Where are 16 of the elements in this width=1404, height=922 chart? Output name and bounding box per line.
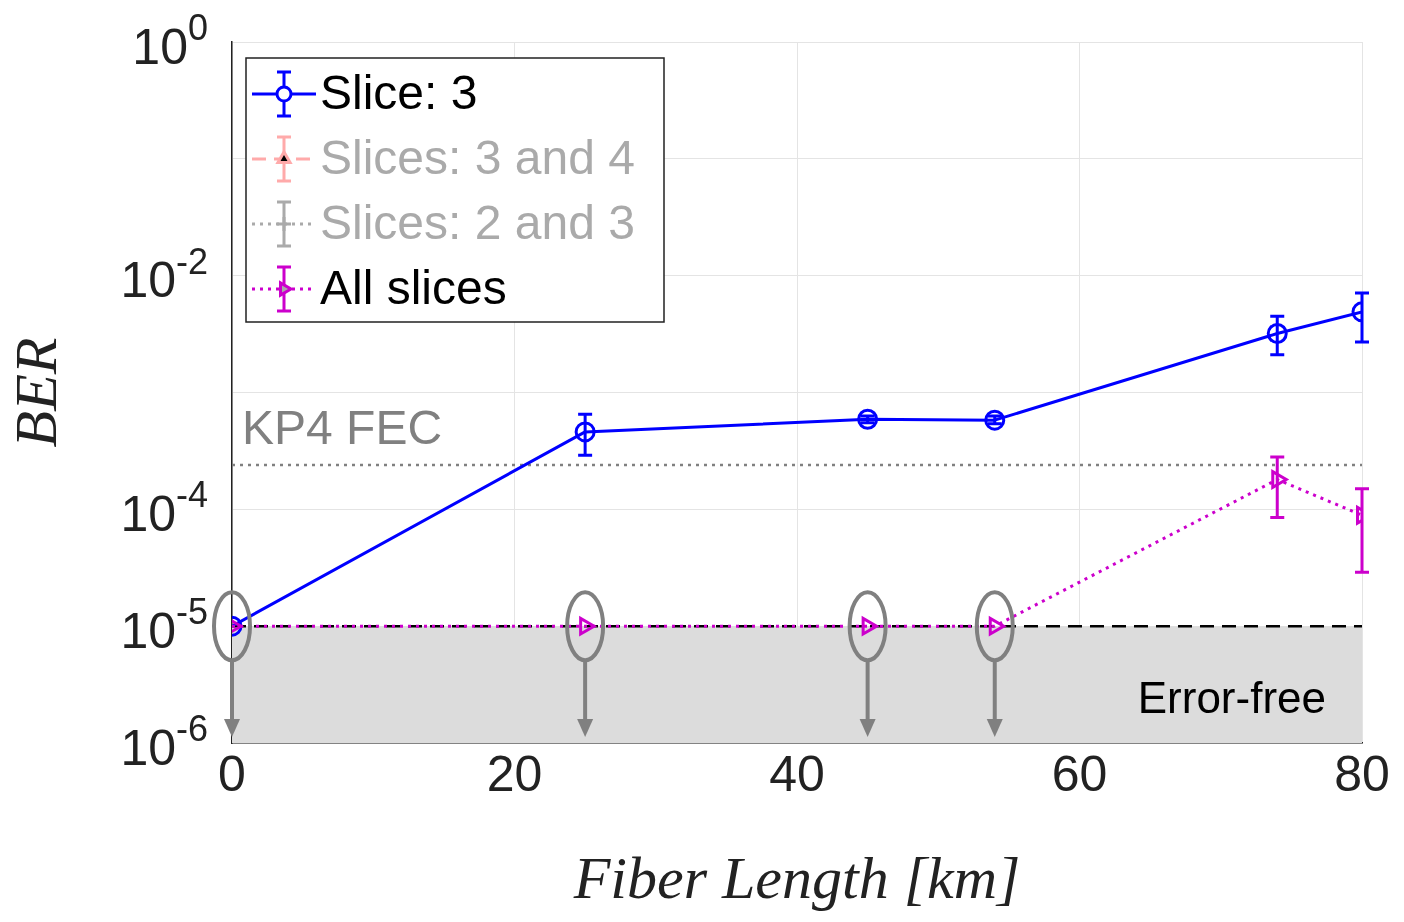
legend-label: Slices: 3 and 4 — [320, 131, 635, 185]
x-tick-label: 0 — [218, 745, 246, 802]
point — [984, 409, 1006, 431]
x-tick-label: 20 — [486, 745, 543, 802]
y-axis-title: BER — [2, 337, 69, 448]
legend-label: Slice: 3 — [320, 66, 478, 120]
band-label: Error-free — [1137, 672, 1326, 722]
x-tick-label: 40 — [769, 745, 825, 802]
point — [857, 408, 879, 430]
legend-label: All slices — [320, 261, 507, 315]
x-tick-label: 80 — [1334, 745, 1390, 802]
x-axis-title: Fiber Length [km] — [572, 844, 1021, 911]
ref-line-label: KP4 FEC — [242, 401, 443, 455]
legend-label: Slices: 2 and 3 — [320, 196, 635, 250]
x-tick-label: 60 — [1051, 745, 1108, 802]
point — [1266, 322, 1288, 344]
